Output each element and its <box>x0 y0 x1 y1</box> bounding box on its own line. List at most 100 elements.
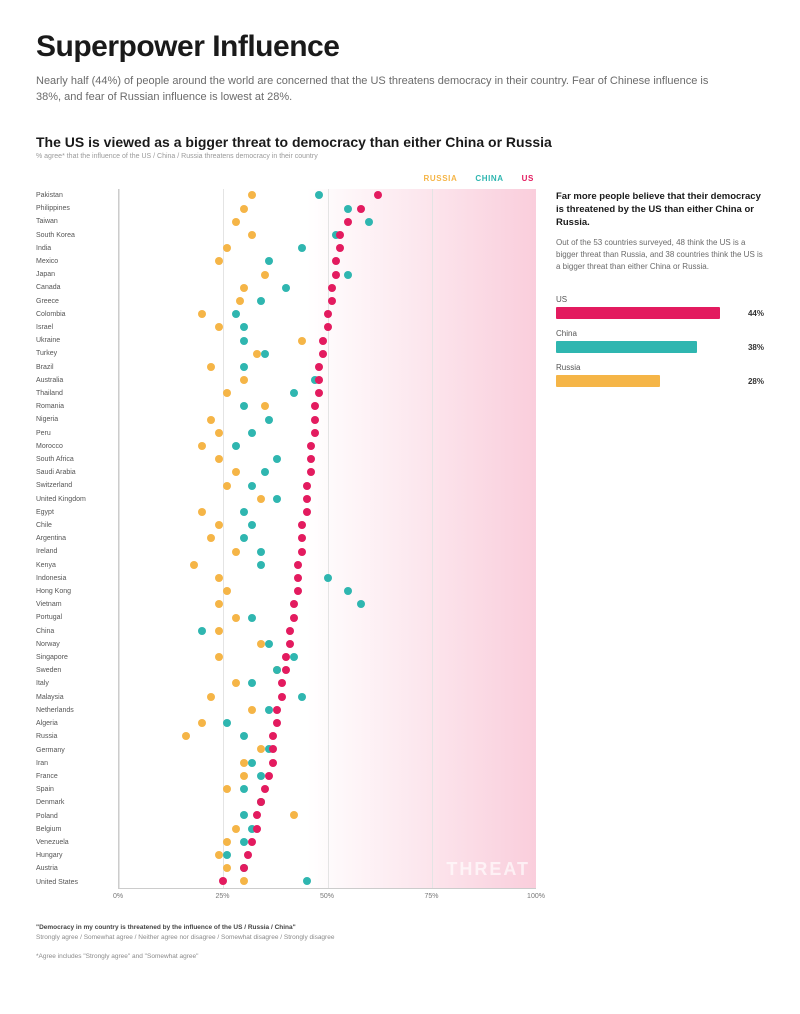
data-dot <box>257 495 265 503</box>
data-dot <box>303 495 311 503</box>
data-dot <box>248 231 256 239</box>
country-label: Germany <box>36 743 118 756</box>
data-dot <box>223 785 231 793</box>
data-dot <box>248 191 256 199</box>
data-dot <box>315 376 323 384</box>
data-dot <box>273 455 281 463</box>
data-dot <box>240 376 248 384</box>
data-dot <box>240 864 248 872</box>
data-dot <box>273 706 281 714</box>
data-dot <box>298 534 306 542</box>
data-dot <box>273 666 281 674</box>
data-dot <box>311 429 319 437</box>
data-dot <box>223 838 231 846</box>
data-dot <box>232 825 240 833</box>
data-dot <box>273 719 281 727</box>
data-dot <box>223 851 231 859</box>
country-label: Brazil <box>36 361 118 374</box>
country-label: Thailand <box>36 387 118 400</box>
data-dot <box>240 284 248 292</box>
data-dot <box>336 244 344 252</box>
data-dot <box>240 205 248 213</box>
legend-china: CHINA <box>475 174 503 183</box>
data-dot <box>240 811 248 819</box>
legend-russia: RUSSIA <box>424 174 458 183</box>
summary-bar: US44% <box>556 295 764 319</box>
data-dot <box>215 851 223 859</box>
data-dot <box>319 350 327 358</box>
data-dot <box>261 271 269 279</box>
data-dot <box>232 310 240 318</box>
data-dot <box>286 640 294 648</box>
data-dot <box>232 442 240 450</box>
data-dot <box>240 402 248 410</box>
data-dot <box>315 389 323 397</box>
bar-label: Russia <box>556 363 764 372</box>
dot-plot-chart: PakistanPhilippinesTaiwanSouth KoreaIndi… <box>36 189 536 905</box>
data-dot <box>261 402 269 410</box>
data-dot <box>223 482 231 490</box>
country-label: Japan <box>36 268 118 281</box>
chart-header: The US is viewed as a bigger threat to d… <box>36 134 764 160</box>
country-label: South Korea <box>36 228 118 241</box>
data-dot <box>332 257 340 265</box>
data-dot <box>215 574 223 582</box>
data-dot <box>240 838 248 846</box>
data-dot <box>248 614 256 622</box>
data-dot <box>215 455 223 463</box>
intro-paragraph: Nearly half (44%) of people around the w… <box>36 74 716 106</box>
country-label: Philippines <box>36 202 118 215</box>
gridline <box>328 189 329 888</box>
country-label: Israel <box>36 321 118 334</box>
data-dot <box>324 323 332 331</box>
country-label: Indonesia <box>36 572 118 585</box>
data-dot <box>207 693 215 701</box>
country-label: Spain <box>36 783 118 796</box>
data-dot <box>215 521 223 529</box>
country-label: Denmark <box>36 796 118 809</box>
data-dot <box>261 468 269 476</box>
gridline <box>432 189 433 888</box>
data-dot <box>190 561 198 569</box>
footnote-scale: Strongly agree / Somewhat agree / Neithe… <box>36 933 764 943</box>
data-dot <box>215 600 223 608</box>
data-dot <box>261 785 269 793</box>
data-dot <box>273 495 281 503</box>
country-label: Belgium <box>36 823 118 836</box>
chart-title: The US is viewed as a bigger threat to d… <box>36 134 764 150</box>
data-dot <box>315 191 323 199</box>
data-dot <box>248 838 256 846</box>
data-dot <box>240 323 248 331</box>
data-dot <box>328 297 336 305</box>
country-label: Singapore <box>36 651 118 664</box>
country-label: Colombia <box>36 308 118 321</box>
country-label: Malaysia <box>36 691 118 704</box>
country-label: United States <box>36 875 118 888</box>
data-dot <box>257 772 265 780</box>
data-dot <box>332 271 340 279</box>
country-label: Netherlands <box>36 704 118 717</box>
data-dot <box>294 561 302 569</box>
data-dot <box>319 337 327 345</box>
bar-label: China <box>556 329 764 338</box>
data-dot <box>248 429 256 437</box>
country-label: Peru <box>36 427 118 440</box>
plot-area: THREAT <box>118 189 536 889</box>
data-dot <box>265 772 273 780</box>
data-dot <box>278 693 286 701</box>
data-dot <box>298 337 306 345</box>
data-dot <box>240 759 248 767</box>
bar-fill <box>556 375 660 387</box>
data-dot <box>307 455 315 463</box>
data-dot <box>344 218 352 226</box>
legend-us: US <box>522 174 534 183</box>
data-dot <box>365 218 373 226</box>
chart-subtitle: % agree* that the influence of the US / … <box>36 153 764 160</box>
footnote-note: *Agree includes "Strongly agree" and "So… <box>36 952 764 962</box>
threat-watermark: THREAT <box>446 859 530 880</box>
data-dot <box>315 363 323 371</box>
data-dot <box>298 244 306 252</box>
data-dot <box>307 442 315 450</box>
data-dot <box>298 521 306 529</box>
data-dot <box>303 877 311 885</box>
